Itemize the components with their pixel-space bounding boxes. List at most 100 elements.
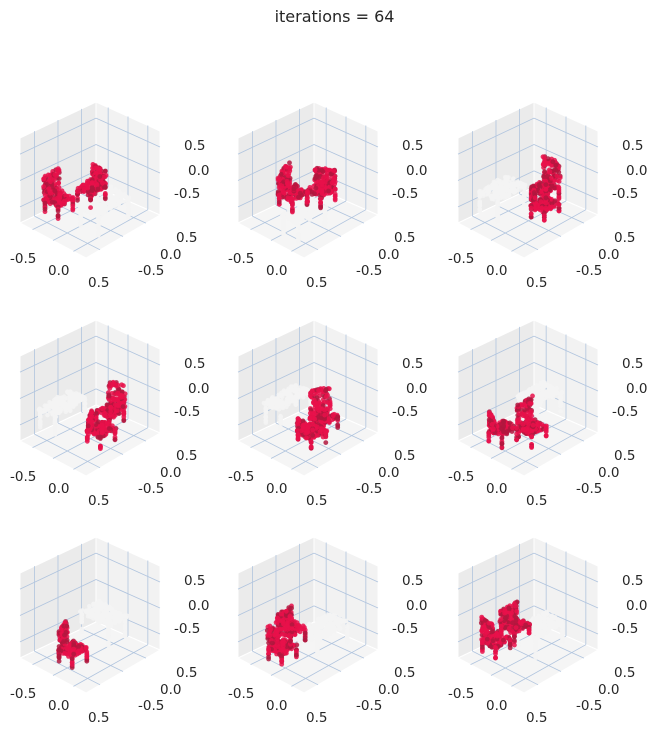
table-point [126,208,131,213]
z-tick-label: 0.0 [188,163,209,179]
chair-point [531,423,536,428]
x-tick-label: -0.5 [228,686,254,702]
chair-point [113,437,118,442]
chair-point [541,162,546,167]
chair-point [284,171,289,176]
chair-point [544,201,549,206]
chair-point [279,658,284,663]
chair-point [303,635,308,640]
table-point [126,202,131,207]
table-point [285,398,290,403]
chair-point [121,415,126,420]
table-point [511,176,516,181]
chair-point [80,184,85,189]
chair-point [64,639,69,644]
table-point [72,394,77,399]
y-tick-label: -0.5 [138,481,164,497]
x-tick-label: 0.0 [266,263,287,279]
y-tick-label: -0.5 [576,481,602,497]
chair-point [71,652,76,657]
table-point [60,395,65,400]
chair-point [313,174,318,179]
table-point [286,402,291,407]
chair-point [52,177,57,182]
x-tick-label: -0.5 [448,251,474,267]
chair-point [318,197,323,202]
z-tick-label: -0.5 [174,621,200,637]
chair-point [64,624,69,629]
table-point [78,217,83,222]
chair-point [316,388,321,393]
chair-point [97,174,102,179]
table-point [96,620,101,625]
chair-point [557,195,562,200]
z-tick-label: 0.5 [622,356,643,372]
chair-point [544,195,549,200]
y-tick-label: 0.0 [160,247,181,263]
y-tick-label: 0.0 [378,247,399,263]
table-point [323,208,328,213]
chair-point [533,195,538,200]
table-point [313,629,318,634]
chair-point [52,188,57,193]
table-point [109,606,114,611]
chair-point [62,633,67,638]
subplot-8: -0.50.00.50.50.0-0.50.50.0-0.5 [232,530,472,740]
chair-point [113,402,118,407]
table-point [504,187,509,192]
chair-point [310,433,315,438]
figure-title: iterations = 64 [0,7,669,26]
chair-point [521,422,526,427]
table-point [294,400,299,405]
y-tick-label: 0.0 [160,682,181,698]
table-point [58,409,63,414]
table-point [327,613,332,618]
table-point [79,612,84,617]
chair-point [88,198,93,203]
table-point [64,410,69,415]
chair-point [75,189,80,194]
y-tick-label: 0.5 [614,230,635,246]
x-tick-label: 0.5 [306,493,327,509]
table-point [533,617,538,622]
chair-point [85,435,90,440]
z-tick-label: -0.5 [174,186,200,202]
chair-point [115,408,120,413]
subplot-5: -0.50.00.50.50.0-0.50.50.0-0.5 [232,313,472,523]
chair-point [528,401,533,406]
chair-point [313,405,318,410]
table-point [323,215,328,220]
table-point [278,426,283,431]
table-point [492,189,497,194]
table-point [533,656,538,661]
chair-point [310,422,315,427]
table-point [96,222,101,227]
table-point [274,399,279,404]
chair-point [490,422,495,427]
y-tick-label: -0.5 [356,263,382,279]
chair-point [320,189,325,194]
chair-point [553,198,558,203]
chair-point [486,438,491,443]
chair-point [554,163,559,168]
chair-point [308,416,313,421]
z-tick-label: 0.5 [402,138,423,154]
chair-point [57,654,62,659]
chair-point [542,156,547,161]
chair-point [557,185,562,190]
chair-point [290,626,295,631]
table-point [533,646,538,651]
table-point [126,214,131,219]
table-point [495,200,500,205]
table-point [308,633,313,638]
chair-point [57,192,62,197]
z-tick-label: -0.5 [392,186,418,202]
table-point [83,410,88,415]
table-point [540,386,545,391]
table-point [98,192,103,197]
chair-point [556,170,561,175]
chair-point [547,169,552,174]
chair-point [514,426,519,431]
table-point [486,185,491,190]
table-point [522,196,527,201]
